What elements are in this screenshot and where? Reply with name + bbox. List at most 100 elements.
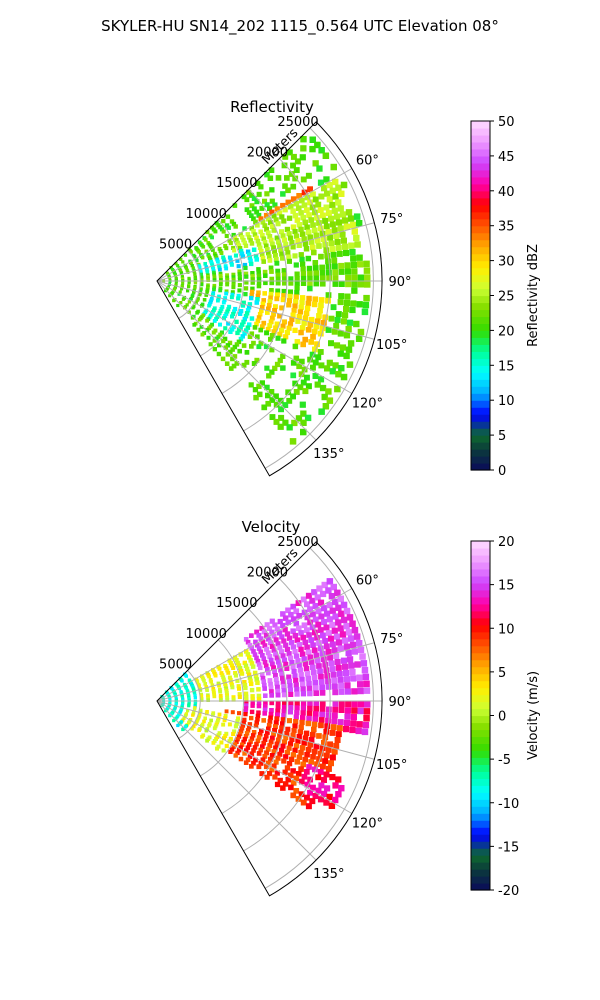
reflectivity-gate bbox=[225, 282, 230, 287]
reflectivity-gate bbox=[302, 336, 308, 343]
reflectivity-gate bbox=[269, 333, 275, 338]
reflectivity-gate bbox=[244, 207, 250, 212]
reflectivity-gate bbox=[345, 325, 352, 333]
velocity-gate bbox=[262, 753, 268, 759]
reflectivity-gate bbox=[248, 258, 253, 263]
velocity-gate bbox=[260, 675, 266, 681]
velocity-gate bbox=[273, 745, 279, 751]
velocity-gate bbox=[242, 660, 247, 666]
velocity-gate bbox=[296, 734, 302, 740]
velocity-gate bbox=[243, 637, 249, 642]
velocity-gate bbox=[231, 697, 236, 702]
reflectivity-gate bbox=[200, 282, 204, 287]
velocity-gate bbox=[217, 683, 221, 688]
reflectivity-gate bbox=[310, 222, 316, 228]
velocity-gate bbox=[254, 655, 259, 661]
velocity-gate bbox=[231, 731, 236, 736]
reflectivity-gate bbox=[277, 210, 283, 216]
velocity-gate bbox=[192, 724, 196, 729]
reflectivity-gate bbox=[231, 282, 236, 287]
velocity-gate bbox=[338, 610, 345, 617]
reflectivity-gate bbox=[301, 320, 307, 326]
reflectivity-gate bbox=[267, 323, 273, 328]
velocity-gate bbox=[317, 750, 324, 757]
reflectivity-gate bbox=[290, 360, 297, 366]
reflectivity-gate bbox=[290, 393, 296, 400]
reflectivity-gate bbox=[355, 335, 363, 342]
velocity-gate bbox=[223, 716, 228, 720]
velocity-gate bbox=[219, 740, 224, 745]
reflectivity-gate bbox=[327, 234, 333, 241]
velocity-gate bbox=[263, 663, 269, 669]
velocity-gate bbox=[296, 625, 302, 631]
velocity-gate bbox=[271, 749, 277, 755]
reflectivity-gate bbox=[267, 299, 273, 304]
reflectivity-gate bbox=[247, 235, 252, 240]
velocity-gate bbox=[310, 642, 316, 648]
velocity-gate bbox=[254, 741, 259, 747]
reflectivity-gate bbox=[179, 257, 183, 261]
velocity-gate bbox=[294, 637, 301, 643]
velocity-gate bbox=[311, 726, 317, 733]
velocity-gate bbox=[251, 760, 256, 766]
velocity-gate bbox=[317, 668, 323, 675]
colorbar-segment bbox=[471, 414, 490, 422]
velocity-gate bbox=[321, 777, 327, 783]
velocity-gate bbox=[254, 677, 259, 682]
velocity-gate bbox=[290, 616, 297, 622]
velocity-gate bbox=[324, 785, 331, 792]
velocity-gate bbox=[343, 607, 351, 615]
reflectivity-gate bbox=[323, 247, 330, 254]
velocity-frame bbox=[156, 541, 383, 897]
velocity-gate bbox=[269, 629, 275, 635]
reflectivity-gate bbox=[258, 340, 264, 346]
reflectivity-gate bbox=[312, 359, 319, 366]
reflectivity-gate bbox=[251, 361, 257, 366]
colorbar-tick-label: 20 bbox=[498, 535, 515, 550]
velocity-gate bbox=[221, 677, 226, 682]
reflectivity-gate bbox=[248, 238, 253, 243]
velocity-gate bbox=[355, 640, 363, 647]
velocity-gate bbox=[304, 781, 311, 788]
reflectivity-gate bbox=[249, 192, 254, 198]
colorbar-segment bbox=[471, 428, 490, 436]
reflectivity-gate bbox=[230, 356, 235, 362]
velocity-gate bbox=[199, 694, 204, 698]
reflectivity-gate bbox=[221, 257, 226, 262]
reflectivity-gate bbox=[189, 261, 193, 266]
range-tick-label: 10000 bbox=[186, 627, 227, 642]
velocity-gate bbox=[312, 680, 319, 686]
velocity-gate bbox=[293, 775, 300, 782]
velocity-gate bbox=[300, 700, 307, 706]
reflectivity-gate bbox=[243, 265, 248, 271]
reflectivity-gate bbox=[222, 316, 226, 321]
reflectivity-gate bbox=[267, 205, 273, 211]
reflectivity-gate bbox=[240, 254, 246, 259]
reflectivity-gate bbox=[223, 345, 228, 350]
reflectivity-frame bbox=[156, 121, 383, 477]
reflectivity-gate bbox=[296, 363, 302, 370]
reflectivity-gate bbox=[174, 262, 178, 266]
velocity-gate bbox=[332, 598, 339, 606]
velocity-gate bbox=[280, 622, 286, 629]
velocity-gate bbox=[310, 731, 316, 738]
range-ring bbox=[264, 127, 374, 469]
figure-title: SKYLER-HU SN14_202 1115_0.564 UTC Elevat… bbox=[101, 17, 499, 36]
velocity-gate bbox=[274, 626, 280, 632]
reflectivity-gate bbox=[225, 309, 230, 314]
reflectivity-gate bbox=[224, 291, 229, 296]
velocity-gate bbox=[222, 679, 227, 684]
velocity-gate bbox=[215, 746, 219, 751]
velocity-gate bbox=[275, 692, 281, 698]
reflectivity-gate bbox=[233, 253, 238, 258]
reflectivity-gate bbox=[244, 280, 249, 285]
reflectivity-gate bbox=[189, 298, 193, 302]
reflectivity-gate bbox=[251, 206, 257, 212]
velocity-gate bbox=[266, 670, 271, 676]
velocity-gate bbox=[224, 666, 229, 671]
colorbar-segment bbox=[471, 848, 490, 856]
velocity-gate bbox=[343, 622, 350, 630]
reflectivity-gate bbox=[300, 145, 307, 152]
colorbar-tick-label: 45 bbox=[498, 150, 515, 165]
reflectivity-gate bbox=[351, 274, 358, 281]
